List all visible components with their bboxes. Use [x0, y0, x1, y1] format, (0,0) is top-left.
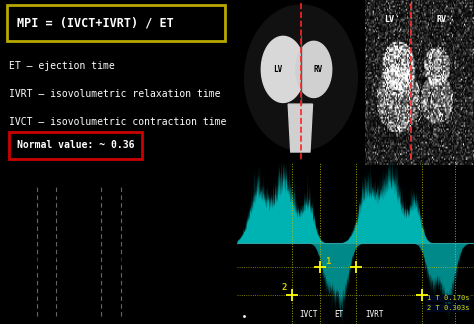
- Text: IVCT – isovolumetric contraction time: IVCT – isovolumetric contraction time: [9, 117, 227, 127]
- Text: b: b: [75, 197, 82, 210]
- Polygon shape: [245, 5, 357, 150]
- Text: IVCT: IVCT: [36, 258, 58, 267]
- Text: MPI = (IVCT+IVRT) / ET: MPI = (IVCT+IVRT) / ET: [17, 17, 173, 29]
- Text: 1 T 0.170s: 1 T 0.170s: [427, 295, 469, 301]
- Text: LV: LV: [273, 65, 283, 74]
- Text: 2 T 0.303s: 2 T 0.303s: [427, 305, 469, 311]
- Text: LV: LV: [384, 15, 394, 24]
- Text: 2: 2: [282, 284, 287, 292]
- Bar: [7, 5, 225, 41]
- Text: Normal value: ~ 0.36: Normal value: ~ 0.36: [17, 140, 135, 150]
- Text: a: a: [75, 178, 82, 191]
- Text: Index = (a – b)/b: Index = (a – b)/b: [75, 168, 162, 177]
- Text: IVRT: IVRT: [365, 310, 384, 319]
- Bar: [9, 132, 142, 159]
- Text: D: D: [27, 241, 35, 251]
- Polygon shape: [261, 36, 305, 102]
- Polygon shape: [296, 41, 332, 98]
- Text: ET: ET: [334, 310, 344, 319]
- Text: RV: RV: [313, 65, 322, 74]
- Text: IVRT – isovolumetric relaxation time: IVRT – isovolumetric relaxation time: [9, 89, 221, 99]
- Text: ET – ejection time: ET – ejection time: [9, 61, 115, 71]
- Polygon shape: [288, 104, 312, 152]
- Text: IVRT: IVRT: [102, 258, 125, 267]
- Text: S: S: [77, 312, 85, 322]
- Text: D: D: [123, 241, 131, 251]
- Text: RV: RV: [436, 15, 447, 24]
- Text: 1: 1: [325, 257, 330, 266]
- Text: IVCT: IVCT: [299, 310, 318, 319]
